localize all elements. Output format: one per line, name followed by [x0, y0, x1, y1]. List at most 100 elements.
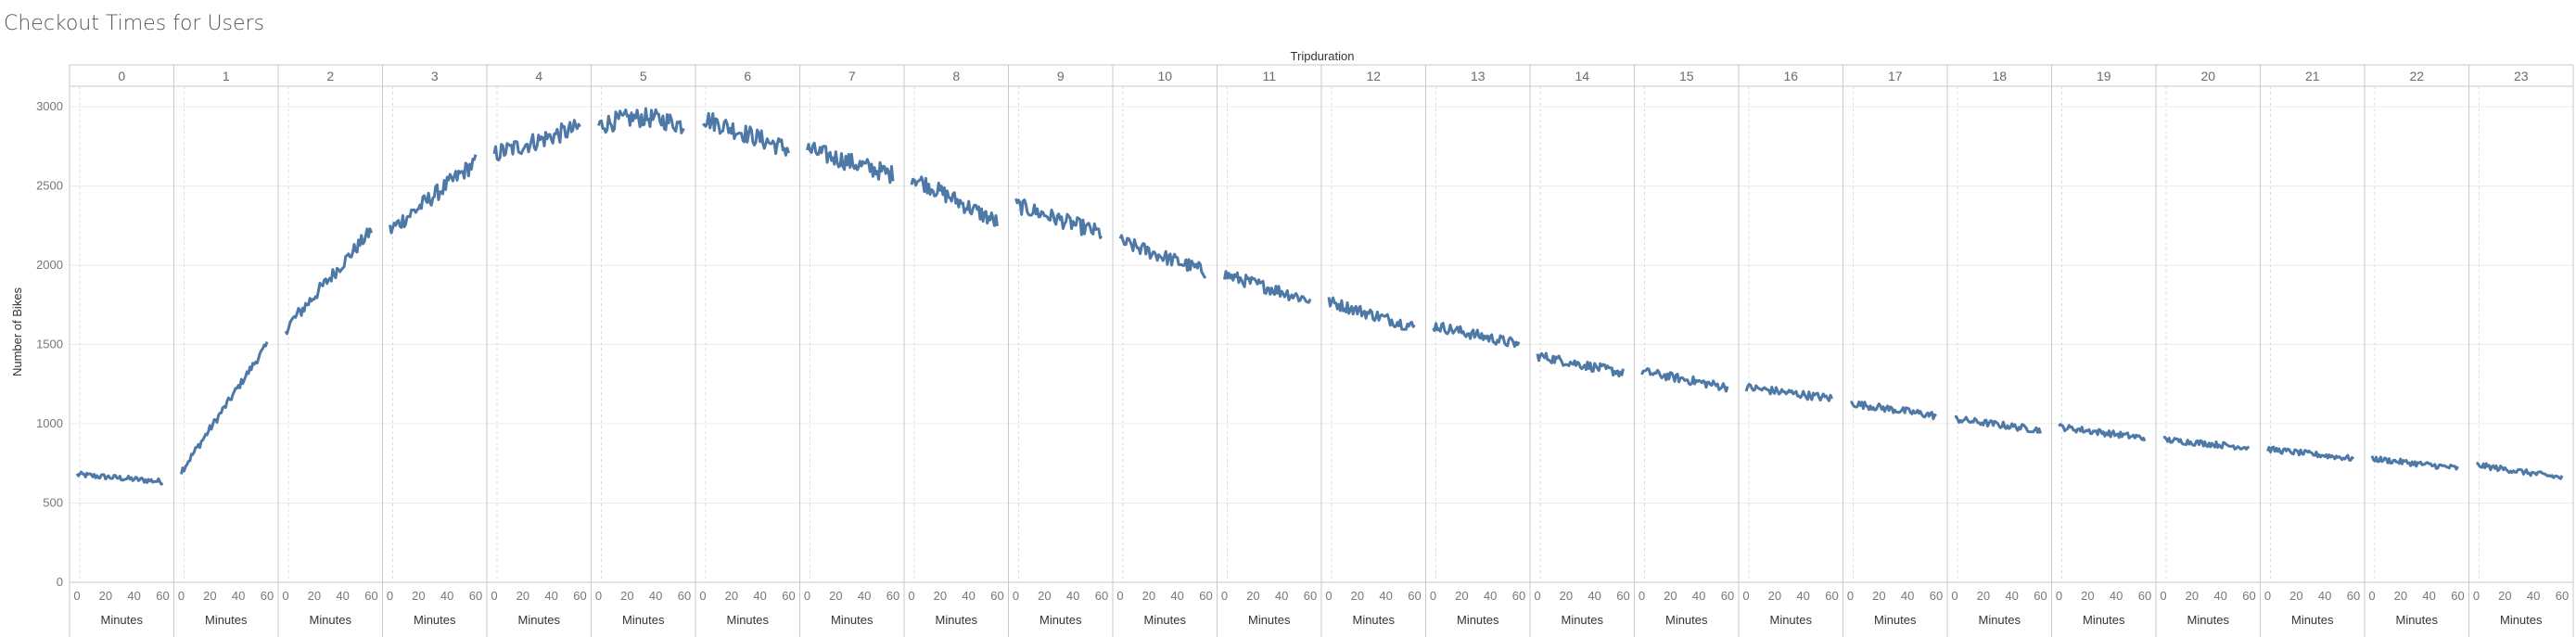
x-tick-label: 0	[1325, 589, 1332, 603]
panel-0: 0 0 20 40 60 Minutes	[73, 69, 169, 627]
series-line	[1954, 414, 2042, 434]
x-tick-label: 40	[649, 589, 662, 603]
x-tick-label: 40	[1170, 589, 1183, 603]
x-tick-label: 0	[2264, 589, 2271, 603]
column-header: 23	[2514, 69, 2529, 83]
x-tick-label: 40	[1275, 589, 1288, 603]
series-line	[2266, 445, 2355, 462]
x-axis-label: Minutes	[831, 613, 874, 627]
column-header: 22	[2409, 69, 2424, 83]
x-tick-label: 60	[1825, 589, 1838, 603]
x-tick-label: 20	[2498, 589, 2511, 603]
x-tick-label: 40	[2110, 589, 2123, 603]
x-tick-label: 20	[620, 589, 633, 603]
y-axis-label: Number of Bikes	[10, 287, 24, 376]
x-tick-label: 20	[1246, 589, 1259, 603]
x-axis-label: Minutes	[1978, 613, 2021, 627]
column-header: 10	[1157, 69, 1172, 83]
x-tick-label: 0	[387, 589, 393, 603]
x-axis-label: Minutes	[1874, 613, 1917, 627]
series-line	[2058, 423, 2147, 442]
x-tick-label: 20	[308, 589, 321, 603]
x-tick-label: 20	[1142, 589, 1155, 603]
x-tick-label: 40	[232, 589, 245, 603]
series-line	[2162, 436, 2251, 451]
x-tick-label: 0	[1847, 589, 1854, 603]
x-axis-label: Minutes	[2291, 613, 2334, 627]
x-axis-label: Minutes	[2187, 613, 2229, 627]
x-tick-label: 60	[886, 589, 899, 603]
column-header: 1	[223, 69, 230, 83]
column-header: 2	[326, 69, 334, 83]
panel-3: 3 0 20 40 60 Minutes	[382, 65, 482, 637]
series-line	[2370, 455, 2459, 471]
x-tick-label: 60	[1616, 589, 1629, 603]
x-tick-label: 40	[127, 589, 140, 603]
panel-20: 20 0 20 40 60 Minutes	[2155, 65, 2256, 637]
x-tick-label: 0	[804, 589, 810, 603]
column-header: 7	[848, 69, 856, 83]
x-axis-label: Minutes	[1665, 613, 1708, 627]
y-tick-label: 2000	[36, 258, 63, 272]
x-tick-label: 60	[1512, 589, 1525, 603]
series-line	[910, 175, 999, 227]
x-axis-label: Minutes	[1352, 613, 1395, 627]
x-tick-label: 20	[2289, 589, 2302, 603]
x-tick-label: 20	[412, 589, 425, 603]
x-tick-label: 60	[2451, 589, 2464, 603]
x-tick-label: 60	[1304, 589, 1317, 603]
panel-5: 5 0 20 40 60 Minutes	[591, 65, 691, 637]
x-tick-label: 40	[2005, 589, 2018, 603]
x-tick-label: 20	[1977, 589, 1990, 603]
x-axis-label: Minutes	[935, 613, 977, 627]
x-tick-label: 20	[99, 589, 112, 603]
x-tick-label: 60	[261, 589, 274, 603]
column-header: 0	[118, 69, 125, 83]
series-line	[1327, 296, 1416, 331]
x-tick-label: 60	[2556, 589, 2569, 603]
x-axis-label: Minutes	[2500, 613, 2543, 627]
panel-15: 15 0 20 40 60 Minutes	[1634, 65, 1734, 637]
y-axis-ticks: 0 500 1000 1500 2000 2500 3000	[36, 99, 63, 589]
x-tick-label: 0	[699, 589, 706, 603]
column-header: 20	[2200, 69, 2215, 83]
series-line	[1014, 197, 1103, 239]
panel-17: 17 0 20 40 60 Minutes	[1843, 65, 1943, 637]
x-tick-label: 40	[1796, 589, 1809, 603]
panel-11: 11 0 20 40 60 Minutes	[1217, 65, 1317, 637]
x-tick-label: 0	[2473, 589, 2480, 603]
x-tick-label: 40	[2422, 589, 2435, 603]
series-line	[597, 107, 685, 134]
x-axis-label: Minutes	[414, 613, 456, 627]
x-tick-label: 0	[73, 589, 80, 603]
x-tick-label: 60	[990, 589, 1003, 603]
x-tick-label: 0	[1221, 589, 1228, 603]
x-tick-label: 60	[1408, 589, 1421, 603]
series-line	[389, 154, 478, 235]
x-tick-label: 20	[203, 589, 216, 603]
x-tick-label: 60	[2242, 589, 2255, 603]
panel-19: 19 0 20 40 60 Minutes	[2051, 65, 2151, 637]
series-line	[1223, 270, 1312, 304]
x-tick-label: 60	[1930, 589, 1943, 603]
x-axis-label: Minutes	[309, 613, 351, 627]
x-tick-label: 0	[2056, 589, 2062, 603]
x-axis-label: Minutes	[1769, 613, 1812, 627]
x-tick-label: 20	[2081, 589, 2094, 603]
panel-14: 14 0 20 40 60 Minutes	[1529, 65, 1630, 637]
x-tick-label: 60	[1721, 589, 1734, 603]
panel-13: 13 0 20 40 60 Minutes	[1425, 65, 1525, 637]
x-tick-label: 40	[1066, 589, 1079, 603]
x-tick-label: 20	[934, 589, 947, 603]
x-tick-label: 20	[516, 589, 529, 603]
x-tick-label: 40	[1484, 589, 1497, 603]
x-tick-label: 40	[2213, 589, 2226, 603]
x-tick-label: 60	[2034, 589, 2047, 603]
x-tick-label: 0	[908, 589, 914, 603]
x-axis-label: Minutes	[100, 613, 143, 627]
x-tick-label: 0	[178, 589, 185, 603]
column-header: 5	[640, 69, 647, 83]
x-tick-label: 0	[2160, 589, 2166, 603]
x-tick-label: 60	[156, 589, 169, 603]
